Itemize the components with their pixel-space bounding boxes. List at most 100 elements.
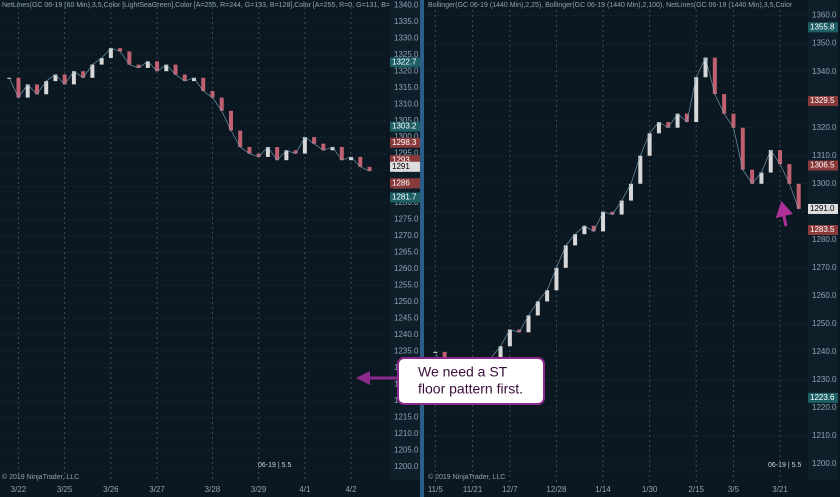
candle <box>563 245 568 268</box>
candle <box>256 153 261 157</box>
y-tick-label: 1310.0 <box>394 99 419 108</box>
candle <box>136 64 141 68</box>
close-line <box>435 56 799 395</box>
candle <box>507 329 512 347</box>
candle <box>750 169 755 184</box>
y-tick-label: 1335.0 <box>394 17 419 26</box>
candle <box>601 211 606 232</box>
price-tag-label: 1291.0 <box>810 204 835 213</box>
y-tick-label: 1360.0 <box>812 11 837 20</box>
y-tick-label: 1210.0 <box>394 429 419 438</box>
instrument-label: 06-19 | 5.5 <box>258 462 291 469</box>
candle <box>90 64 95 78</box>
candle <box>619 200 624 215</box>
y-tick-label: 1230.0 <box>812 375 837 384</box>
candle <box>219 97 224 111</box>
candle <box>573 234 578 246</box>
y-tick-label: 1215.0 <box>394 412 419 421</box>
chart-header: NetLines(GC 06-19 (60 Min),3,5,Color [Li… <box>2 2 390 9</box>
candle <box>228 110 233 131</box>
price-tag-label: 1281.7 <box>392 193 417 202</box>
candle <box>367 166 372 172</box>
price-tag <box>390 192 420 203</box>
candle <box>778 150 783 165</box>
candle <box>628 183 633 201</box>
candle <box>16 77 21 98</box>
y-tick-label: 1320.0 <box>394 66 419 75</box>
price-tag-label: 1303.2 <box>392 122 417 131</box>
y-tick-label: 1260.0 <box>812 291 837 300</box>
candle <box>517 329 522 333</box>
candle <box>312 137 317 144</box>
candle <box>62 74 67 85</box>
price-tag <box>390 121 420 132</box>
price-tag <box>390 161 420 172</box>
candle <box>703 57 708 78</box>
y-tick-label: 1330.0 <box>394 33 419 42</box>
price-tag-label: 1223.6 <box>810 393 835 402</box>
candle <box>666 122 671 128</box>
candle <box>339 147 344 161</box>
price-tag-label: 1298.3 <box>392 138 417 147</box>
candle <box>201 77 206 91</box>
price-tag-label: 1291 <box>392 162 410 171</box>
price-tag <box>808 22 838 33</box>
candle <box>108 48 113 59</box>
x-tick-label: 4/2 <box>345 485 357 494</box>
x-tick-label: 3/27 <box>149 485 165 494</box>
candle <box>740 127 745 170</box>
x-tick-label: 3/26 <box>103 485 119 494</box>
y-tick-label: 1255.0 <box>394 281 419 290</box>
candle <box>498 346 503 358</box>
candle <box>722 94 727 114</box>
price-tag <box>808 203 838 214</box>
y-tick-label: 1310.0 <box>812 151 837 160</box>
candle <box>118 48 123 52</box>
candle <box>647 133 652 156</box>
x-tick-label: 3/21 <box>772 485 788 494</box>
y-tick-label: 1220.0 <box>812 403 837 412</box>
price-tag <box>390 57 420 68</box>
candle <box>526 315 531 333</box>
price-tag-label: 1283.5 <box>810 225 835 234</box>
candle <box>210 90 215 98</box>
candle <box>275 147 280 161</box>
x-tick-label: 12/7 <box>502 485 518 494</box>
candle <box>675 113 680 128</box>
x-tick-label: 3/22 <box>11 485 27 494</box>
price-tag-label: 1306.5 <box>810 161 835 170</box>
candle <box>238 130 243 148</box>
candle <box>302 137 307 154</box>
x-tick-label: 12/28 <box>546 485 567 494</box>
y-tick-label: 1270.0 <box>394 231 419 240</box>
y-tick-label: 1305.0 <box>394 116 419 125</box>
candle <box>591 225 596 232</box>
price-tag <box>808 224 838 235</box>
candle <box>582 225 587 235</box>
x-tick-label: 3/29 <box>251 485 267 494</box>
candle <box>44 81 49 95</box>
candle <box>164 64 169 72</box>
candle <box>293 150 298 154</box>
price-tag <box>808 96 838 107</box>
y-tick-label: 1300.0 <box>812 179 837 188</box>
y-tick-label: 1200.0 <box>394 462 419 471</box>
candle <box>330 147 335 151</box>
x-tick-label: 3/5 <box>728 485 740 494</box>
y-tick-label: 1320.0 <box>812 123 837 132</box>
callout-text: floor pattern first. <box>418 381 523 397</box>
y-tick-label: 1245.0 <box>394 314 419 323</box>
instrument-label: 06-19 | 5.5 <box>768 462 801 469</box>
candle <box>759 172 764 184</box>
candle <box>321 143 326 151</box>
price-tag-label: 1355.8 <box>810 22 835 31</box>
candle <box>638 155 643 184</box>
y-tick-label: 1200.0 <box>812 459 837 468</box>
up-arrow <box>775 201 793 227</box>
y-tick-label: 1280.0 <box>394 198 419 207</box>
candle <box>787 164 792 184</box>
x-tick-label: 1/14 <box>595 485 611 494</box>
panel-divider <box>420 0 424 497</box>
candle <box>25 84 30 98</box>
